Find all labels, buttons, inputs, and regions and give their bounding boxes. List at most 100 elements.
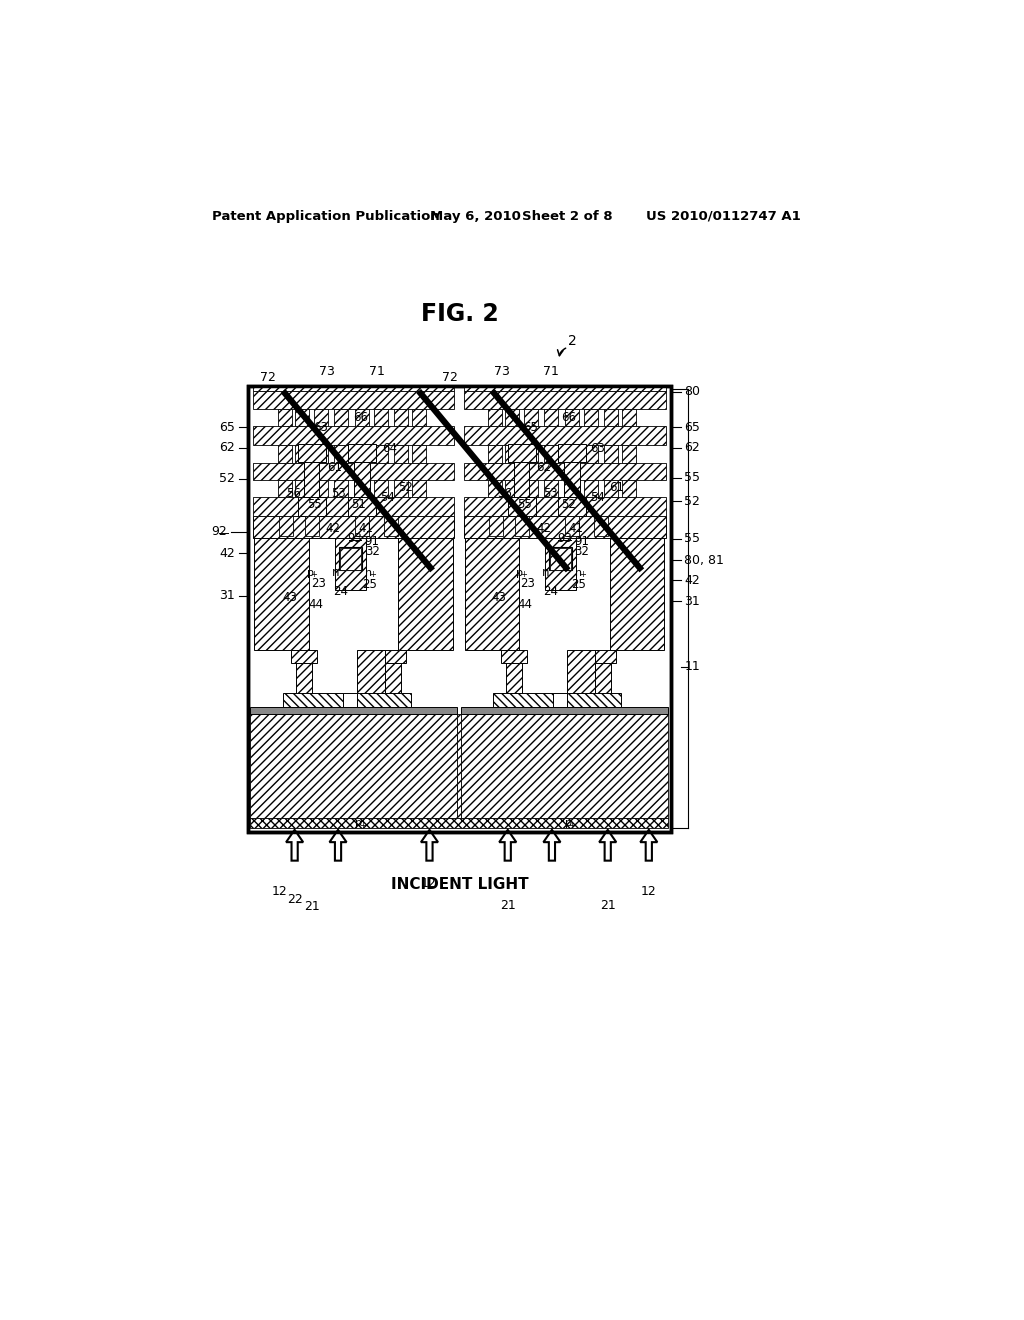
Bar — [594, 516, 607, 536]
Text: 24: 24 — [543, 585, 558, 598]
Bar — [335, 536, 366, 590]
Text: 63: 63 — [590, 442, 605, 455]
Text: 31: 31 — [684, 594, 700, 607]
Bar — [506, 663, 521, 693]
Bar — [394, 445, 408, 462]
Bar — [464, 462, 666, 480]
Text: 55: 55 — [307, 499, 323, 511]
Bar — [506, 409, 519, 426]
Text: 12: 12 — [272, 884, 288, 898]
Bar — [524, 409, 538, 426]
Bar — [340, 548, 361, 570]
Bar — [394, 480, 408, 498]
Bar — [348, 498, 376, 516]
Text: +: + — [579, 570, 586, 579]
Text: p: p — [516, 568, 523, 578]
Text: 65: 65 — [219, 421, 234, 434]
Text: p: p — [564, 818, 571, 828]
Text: 21: 21 — [500, 899, 516, 912]
Bar — [506, 445, 519, 462]
Text: 11: 11 — [684, 660, 700, 673]
Text: 53: 53 — [332, 487, 346, 500]
Bar — [355, 516, 369, 536]
Bar — [343, 693, 356, 708]
Bar — [356, 649, 385, 693]
Bar — [585, 480, 598, 498]
Bar — [464, 426, 666, 445]
Bar — [356, 693, 411, 708]
Text: 43: 43 — [492, 591, 506, 603]
Bar — [253, 391, 455, 409]
Bar — [334, 409, 348, 426]
Text: 54: 54 — [380, 491, 395, 504]
Bar — [622, 480, 636, 498]
Bar — [398, 536, 453, 649]
Text: 55: 55 — [517, 499, 531, 511]
FancyArrow shape — [640, 830, 657, 861]
Text: 62: 62 — [684, 441, 700, 454]
Bar — [412, 445, 426, 462]
Text: 21: 21 — [600, 899, 615, 912]
Bar — [558, 498, 586, 516]
Bar — [565, 409, 579, 426]
Bar — [295, 409, 309, 426]
Bar — [278, 445, 292, 462]
Bar — [280, 516, 293, 536]
Text: 54: 54 — [590, 491, 605, 504]
Text: 56: 56 — [287, 487, 301, 500]
Bar — [524, 480, 538, 498]
Bar — [248, 385, 671, 832]
Bar — [464, 516, 666, 539]
Text: 41: 41 — [568, 523, 584, 536]
Bar — [355, 480, 369, 498]
Bar — [604, 445, 617, 462]
Text: +: + — [369, 570, 376, 579]
Bar — [461, 708, 669, 714]
Bar — [253, 498, 455, 516]
Text: 12: 12 — [641, 884, 656, 898]
Bar — [339, 548, 362, 570]
Bar — [278, 480, 292, 498]
Text: 92: 92 — [211, 525, 227, 539]
Text: 42: 42 — [684, 574, 700, 587]
Bar — [565, 480, 579, 498]
Bar — [565, 445, 579, 462]
Text: 61: 61 — [328, 461, 342, 474]
Bar — [251, 708, 457, 714]
Text: 56: 56 — [498, 487, 512, 500]
Text: 73: 73 — [494, 366, 510, 379]
Text: 55: 55 — [684, 471, 700, 484]
Bar — [334, 445, 348, 462]
Text: p: p — [355, 818, 362, 828]
Bar — [464, 385, 666, 391]
Bar — [545, 536, 575, 590]
Text: 72: 72 — [441, 371, 458, 384]
Bar — [461, 714, 669, 818]
Bar — [508, 498, 536, 516]
Bar — [248, 385, 671, 832]
Text: 64: 64 — [382, 442, 396, 455]
Text: 80: 80 — [684, 385, 700, 399]
Bar — [296, 663, 311, 693]
Bar — [295, 445, 309, 462]
Text: 41: 41 — [358, 523, 374, 536]
Bar — [355, 445, 369, 462]
Text: 53: 53 — [543, 487, 558, 500]
Text: +: + — [568, 821, 575, 830]
Bar — [314, 445, 328, 462]
Bar — [610, 536, 665, 649]
Text: 23: 23 — [311, 577, 326, 590]
Text: 52: 52 — [398, 482, 413, 495]
Bar — [585, 445, 598, 462]
Text: 80, 81: 80, 81 — [684, 554, 724, 566]
Text: 52: 52 — [684, 495, 700, 508]
Text: 24: 24 — [334, 585, 348, 598]
Bar — [566, 649, 595, 693]
Bar — [412, 409, 426, 426]
Text: 52: 52 — [561, 499, 577, 511]
Text: 91: 91 — [573, 535, 589, 548]
Text: Sheet 2 of 8: Sheet 2 of 8 — [521, 210, 612, 223]
Text: p: p — [306, 568, 313, 578]
Text: 22: 22 — [288, 894, 303, 907]
Text: 43: 43 — [283, 591, 297, 603]
